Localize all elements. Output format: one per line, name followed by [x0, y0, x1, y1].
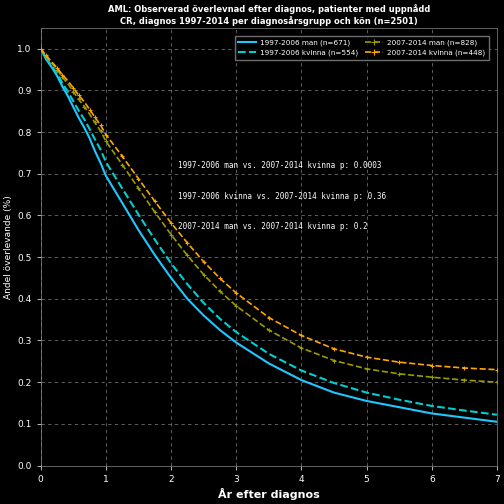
Text: 1997-2006 man vs. 2007-2014 kvinna p: 0.0003: 1997-2006 man vs. 2007-2014 kvinna p: 0.… — [177, 161, 381, 170]
Legend: 1997-2006 man (n=671), 1997-2006 kvinna (n=554), 2007-2014 man (n=828), 2007-201: 1997-2006 man (n=671), 1997-2006 kvinna … — [235, 36, 489, 60]
X-axis label: År efter diagnos: År efter diagnos — [218, 488, 320, 500]
Text: 1997-2006 kvinna vs. 2007-2014 kvinna p: 0.36: 1997-2006 kvinna vs. 2007-2014 kvinna p:… — [177, 192, 386, 201]
Text: 2007-2014 man vs. 2007-2014 kvinna p: 0.2: 2007-2014 man vs. 2007-2014 kvinna p: 0.… — [177, 222, 367, 231]
Title: AML: Observerad överlevnad efter diagnos, patienter med uppnådd
CR, diagnos 1997: AML: Observerad överlevnad efter diagnos… — [108, 4, 430, 26]
Y-axis label: Andel överlevande (%): Andel överlevande (%) — [4, 195, 13, 298]
